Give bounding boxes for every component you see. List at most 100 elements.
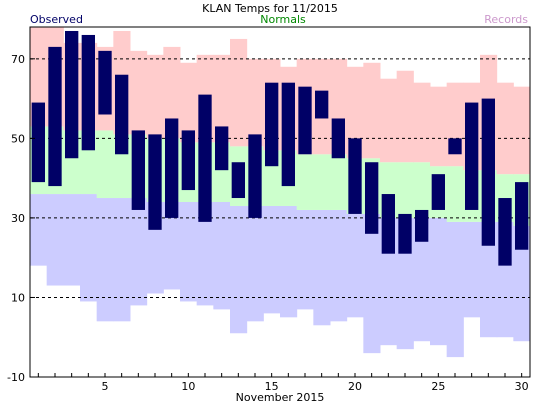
observed-bar-day-23 bbox=[398, 213, 412, 254]
normal-band-day-19 bbox=[330, 154, 348, 210]
record-low-band-day-30 bbox=[513, 225, 531, 342]
y-tick-label-30: 30 bbox=[11, 212, 25, 225]
record-low-band-day-12 bbox=[213, 202, 231, 310]
record-high-band-day-23 bbox=[396, 70, 414, 163]
observed-bar-day-12 bbox=[215, 126, 229, 171]
chart-title: KLAN Temps for 11/2015 bbox=[202, 2, 338, 15]
observed-bar-day-7 bbox=[131, 130, 145, 210]
x-tick-label-15: 15 bbox=[265, 380, 279, 393]
observed-bar-day-29 bbox=[498, 198, 512, 266]
observed-bar-day-20 bbox=[348, 138, 362, 214]
record-high-band-day-14 bbox=[246, 58, 264, 147]
observed-bar-day-1 bbox=[31, 102, 45, 183]
observed-bar-day-14 bbox=[248, 134, 262, 218]
observed-bar-day-26 bbox=[448, 138, 462, 155]
observed-bar-day-24 bbox=[415, 209, 429, 242]
legend-records: Records bbox=[484, 13, 528, 26]
x-tick-label-5: 5 bbox=[102, 380, 109, 393]
observed-bar-day-15 bbox=[265, 82, 279, 167]
y-tick-label--10: -10 bbox=[7, 371, 25, 384]
record-high-band-day-9 bbox=[163, 46, 181, 139]
normal-band-day-17 bbox=[296, 154, 314, 210]
record-low-band-day-19 bbox=[330, 209, 348, 322]
plot-frame bbox=[29, 26, 531, 378]
record-high-band-day-21 bbox=[363, 62, 381, 159]
record-high-band-day-25 bbox=[430, 86, 448, 167]
x-tick-label-30: 30 bbox=[515, 380, 529, 393]
record-high-band-day-30 bbox=[513, 86, 531, 175]
record-high-band-day-29 bbox=[496, 82, 514, 175]
record-low-band-day-10 bbox=[180, 202, 198, 302]
record-low-band-day-26 bbox=[446, 221, 464, 358]
observed-bar-day-25 bbox=[431, 174, 445, 210]
record-low-band-day-20 bbox=[346, 213, 364, 318]
record-low-band-day-9 bbox=[163, 202, 181, 290]
observed-bar-day-4 bbox=[81, 34, 95, 151]
observed-bar-day-11 bbox=[198, 94, 212, 222]
normal-band-day-18 bbox=[313, 154, 331, 210]
record-low-band-day-15 bbox=[263, 205, 281, 314]
normal-band-day-24 bbox=[413, 162, 431, 218]
record-low-band-day-14 bbox=[246, 205, 264, 322]
observed-bars-layer bbox=[31, 30, 529, 266]
y-tick-label-70: 70 bbox=[11, 53, 25, 66]
normal-band-day-5 bbox=[96, 130, 114, 199]
y-axis: -10 10 30 50 70 bbox=[7, 53, 35, 384]
record-low-band-day-3 bbox=[63, 194, 81, 286]
observed-bar-day-21 bbox=[365, 162, 379, 234]
x-tick-label-20: 20 bbox=[348, 380, 362, 393]
observed-bar-day-10 bbox=[181, 130, 195, 191]
normal-band-day-26 bbox=[446, 166, 464, 222]
x-axis: 5 10 15 20 25 30 bbox=[37, 373, 529, 393]
record-low-band-day-13 bbox=[230, 205, 248, 334]
record-high-band-day-8 bbox=[146, 54, 164, 139]
record-low-band-day-27 bbox=[463, 221, 481, 318]
observed-bar-day-19 bbox=[331, 118, 345, 159]
observed-bar-day-16 bbox=[281, 82, 295, 187]
observed-bar-day-17 bbox=[298, 86, 312, 155]
record-low-band-day-28 bbox=[480, 221, 498, 338]
record-low-band-day-4 bbox=[80, 194, 98, 302]
record-low-band-day-24 bbox=[413, 217, 431, 342]
record-low-band-day-5 bbox=[96, 198, 114, 322]
record-low-band-day-18 bbox=[313, 209, 331, 326]
record-high-band-day-12 bbox=[213, 54, 231, 143]
observed-bar-day-13 bbox=[231, 162, 245, 199]
observed-bar-day-6 bbox=[115, 74, 129, 155]
observed-bar-day-27 bbox=[465, 102, 479, 210]
record-low-band-day-2 bbox=[46, 194, 64, 286]
record-high-band-day-24 bbox=[413, 82, 431, 163]
observed-bar-day-30 bbox=[515, 182, 529, 250]
normal-band-day-23 bbox=[396, 162, 414, 218]
record-high-band-day-10 bbox=[180, 62, 198, 143]
record-high-band-day-13 bbox=[230, 38, 248, 147]
record-low-band-day-21 bbox=[363, 213, 381, 354]
y-tick-label-50: 50 bbox=[11, 132, 25, 145]
observed-bar-day-2 bbox=[48, 46, 62, 187]
observed-bar-day-3 bbox=[65, 30, 79, 159]
observed-bar-day-5 bbox=[98, 50, 112, 115]
record-high-band-day-7 bbox=[130, 50, 148, 135]
record-low-band-day-16 bbox=[280, 205, 298, 318]
grid-layer bbox=[30, 58, 530, 298]
observed-bar-day-9 bbox=[165, 118, 179, 218]
x-axis-label: November 2015 bbox=[236, 391, 325, 404]
record-low-band-day-1 bbox=[30, 194, 48, 266]
legend-normals: Normals bbox=[260, 13, 306, 26]
x-tick-label-25: 25 bbox=[431, 380, 445, 393]
observed-bar-day-28 bbox=[481, 98, 495, 246]
legend-observed: Observed bbox=[30, 13, 83, 26]
record-low-band-day-17 bbox=[296, 209, 314, 310]
record-high-band-day-1 bbox=[30, 27, 48, 127]
observed-bar-day-8 bbox=[148, 134, 162, 230]
observed-bar-day-18 bbox=[315, 90, 329, 119]
record-low-band-day-7 bbox=[130, 198, 148, 306]
record-low-band-day-11 bbox=[196, 202, 214, 306]
x-tick-label-10: 10 bbox=[181, 380, 195, 393]
record-low-band-day-25 bbox=[430, 217, 448, 346]
y-tick-label-10: 10 bbox=[11, 291, 25, 304]
record-low-band-day-6 bbox=[113, 198, 131, 322]
observed-bar-day-22 bbox=[381, 194, 395, 254]
record-high-band-day-22 bbox=[380, 78, 398, 163]
